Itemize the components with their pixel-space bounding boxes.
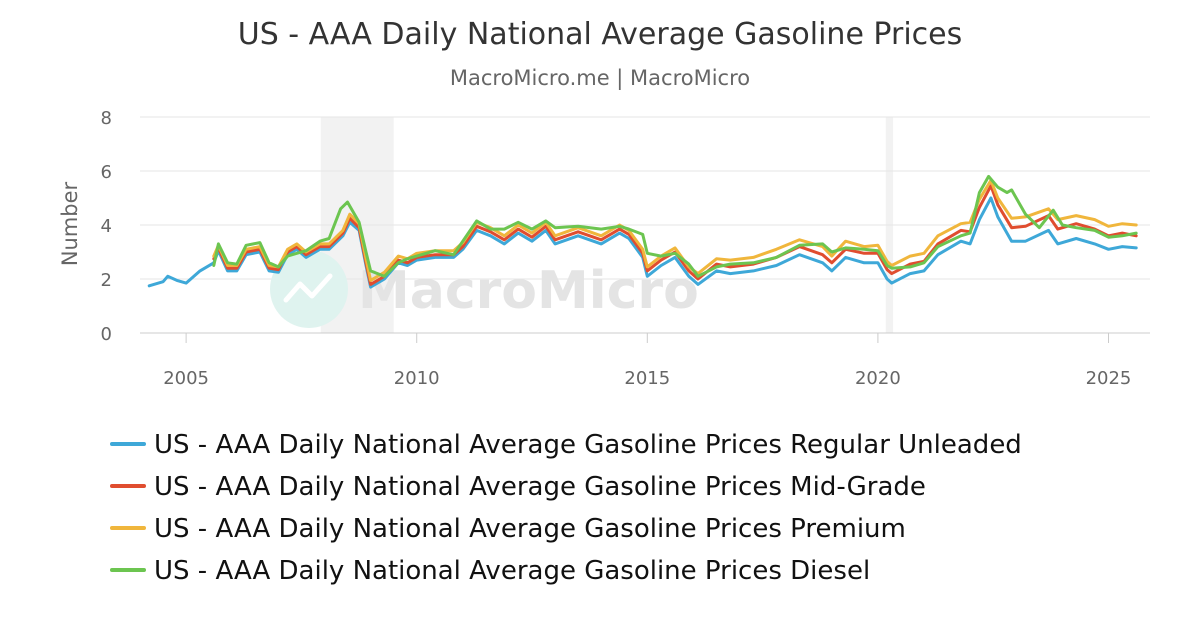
y-axis-ticks: 0 2 4 6 8 (101, 108, 112, 345)
legend-label: US - AAA Daily National Average Gasoline… (154, 556, 870, 586)
y-tick-label: 4 (101, 216, 112, 237)
x-tick-label: 2025 (1086, 368, 1132, 389)
series-line (212, 174, 1138, 278)
x-tick-label: 2005 (163, 368, 209, 389)
watermark-logo-icon (270, 250, 348, 328)
legend-item[interactable]: US - AAA Daily National Average Gasoline… (110, 430, 1022, 460)
series-line (147, 196, 1138, 289)
x-tick-label: 2020 (855, 368, 901, 389)
watermark-logo-stroke (283, 273, 333, 303)
legend-label: US - AAA Daily National Average Gasoline… (154, 430, 1022, 460)
legend-label: US - AAA Daily National Average Gasoline… (154, 514, 906, 544)
chart-subtitle: MacroMicro.me | MacroMicro (450, 66, 750, 91)
series-lines (147, 174, 1138, 289)
y-tick-label: 8 (101, 108, 112, 129)
y-axis-title: Number (58, 181, 82, 266)
legend-item[interactable]: US - AAA Daily National Average Gasoline… (110, 556, 870, 586)
chart-title: US - AAA Daily National Average Gasoline… (238, 17, 963, 52)
x-tick-label: 2015 (624, 368, 670, 389)
x-axis-ticks: 2005 2010 2015 2020 2025 (163, 333, 1131, 389)
watermark-text: MacroMicro (358, 261, 699, 321)
x-tick-label: 2010 (394, 368, 440, 389)
y-tick-label: 2 (101, 270, 112, 291)
legend-item[interactable]: US - AAA Daily National Average Gasoline… (110, 472, 926, 502)
watermark: MacroMicro (270, 250, 699, 328)
legend-label: US - AAA Daily National Average Gasoline… (154, 472, 926, 502)
y-tick-label: 6 (101, 162, 112, 183)
y-tick-label: 0 (101, 324, 112, 345)
legend-item[interactable]: US - AAA Daily National Average Gasoline… (110, 514, 906, 544)
legend: US - AAA Daily National Average Gasoline… (110, 430, 1022, 586)
